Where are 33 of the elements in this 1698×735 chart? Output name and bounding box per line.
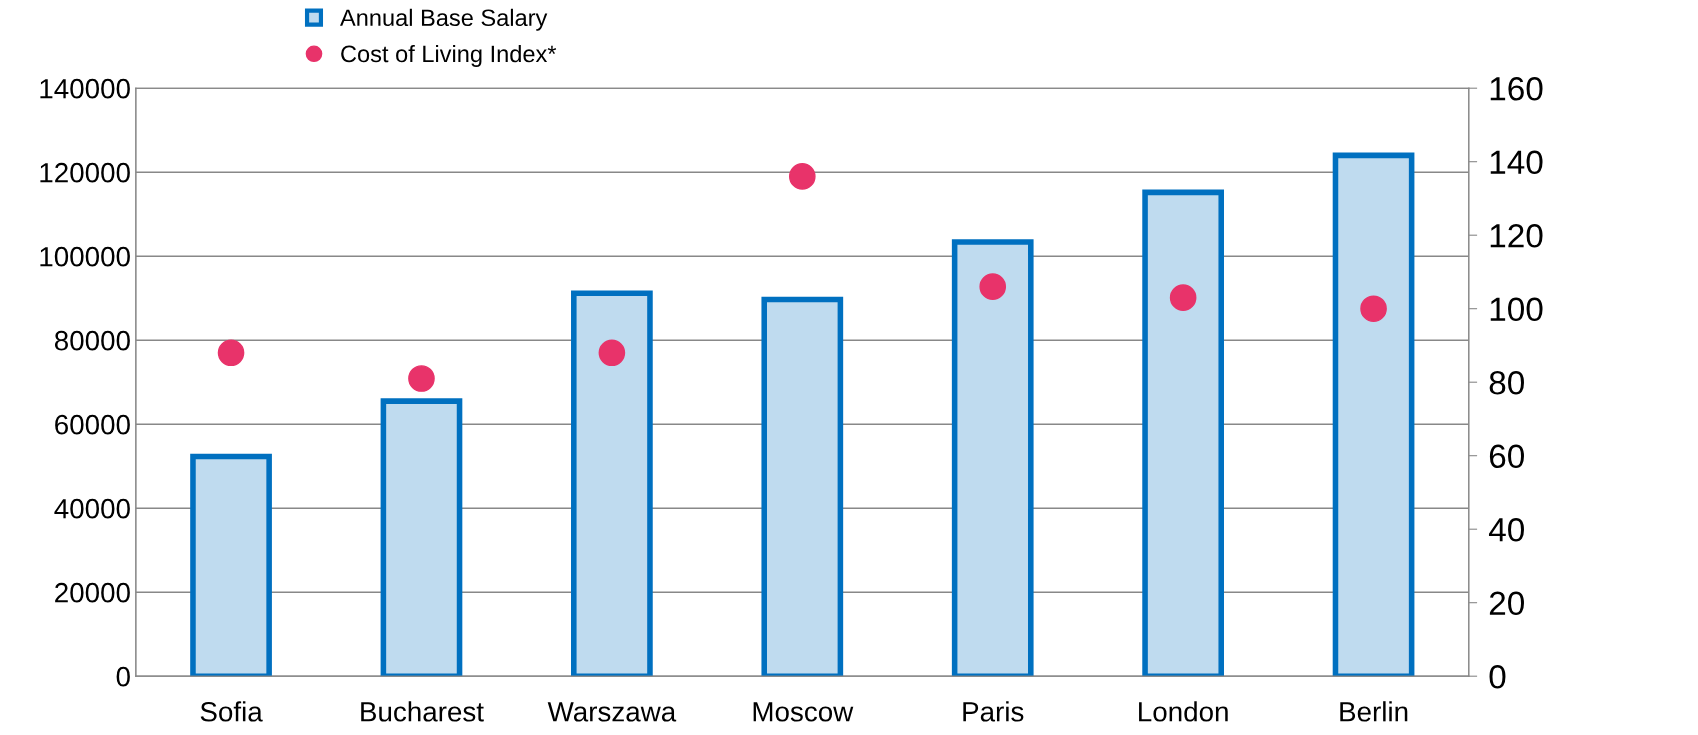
point [788, 163, 816, 190]
y2-tick-label: 80 [1489, 371, 1524, 395]
legend-label: Cost of Living Index* [341, 44, 557, 67]
x-tick-label: Bucharest [361, 701, 484, 722]
y2-tick-label: 100 [1490, 297, 1543, 322]
point [1169, 284, 1197, 311]
x-tick-label: Paris [963, 701, 1024, 722]
x-tick-label: Warszawa [547, 702, 677, 722]
y2-tick-label: 160 [1490, 77, 1543, 101]
y-tick-label: 80000 [54, 330, 130, 351]
x-tick-label: Sofia [200, 701, 263, 722]
point [217, 339, 245, 367]
y-tick-label: 100000 [40, 246, 130, 267]
x-tick-label: London [1139, 701, 1228, 722]
y2-tick-label: 60 [1489, 444, 1524, 469]
point [979, 273, 1007, 300]
y-tick-label: 40000 [54, 498, 130, 519]
x-tick-label: Berlin [1340, 701, 1408, 722]
point [598, 339, 626, 367]
legend-label: Annual Base Salary [340, 8, 548, 31]
y2-tick-label: 120 [1490, 224, 1543, 248]
y2-tick-label: 140 [1490, 150, 1543, 175]
y-tick-label: 20000 [55, 582, 130, 603]
y-tick-label: 140000 [40, 78, 130, 99]
point [408, 365, 435, 392]
y2-tick-label: 40 [1488, 518, 1524, 542]
y-tick-label: 120000 [40, 162, 130, 183]
y2-tick-label: 0 [1489, 665, 1506, 689]
y-tick-label: 60000 [55, 414, 130, 435]
x-tick-label: Moscow [753, 702, 854, 722]
y-tick-label: 0 [116, 666, 130, 687]
y2-tick-label: 20 [1489, 591, 1524, 616]
point [1360, 295, 1387, 323]
